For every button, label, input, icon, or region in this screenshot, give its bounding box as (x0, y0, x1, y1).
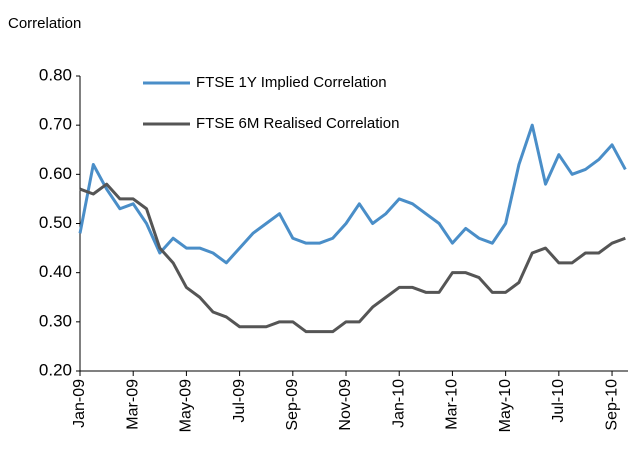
y-tick-label: 0.40 (39, 262, 72, 281)
legend-label: FTSE 6M Realised Correlation (196, 115, 399, 132)
x-tick-label: Mar-10 (444, 379, 461, 430)
x-tick-label: Jul-10 (550, 379, 567, 423)
y-tick-label: 0.30 (39, 311, 72, 330)
y-tick-label: 0.60 (39, 164, 72, 183)
x-tick-label: Jan-09 (71, 379, 88, 428)
x-tick-label: Sep-10 (603, 379, 620, 431)
series-line (79, 182, 626, 334)
y-tick-label: 0.80 (39, 65, 72, 84)
legend-label: FTSE 1Y Implied Correlation (196, 74, 387, 91)
x-tick-label: May-10 (497, 379, 514, 432)
x-tick-label: Nov-09 (337, 379, 354, 431)
y-axis-label: Correlation (8, 15, 81, 32)
x-tick-label: May-09 (178, 379, 195, 432)
series-line (78, 123, 627, 265)
x-tick-label: Jul-09 (231, 379, 248, 423)
y-tick-label: 0.20 (39, 360, 72, 379)
x-tick-label: Mar-09 (124, 379, 141, 430)
y-tick-label: 0.70 (39, 115, 72, 134)
x-tick-label: Sep-09 (284, 379, 301, 431)
y-tick-label: 0.50 (39, 213, 72, 232)
x-tick-label: Jan-10 (390, 379, 407, 428)
